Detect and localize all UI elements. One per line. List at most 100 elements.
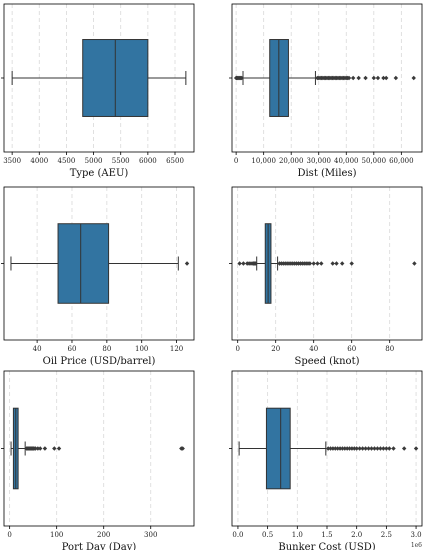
x-tick-label: 30,000: [306, 157, 331, 165]
outlier-point-12: [354, 446, 359, 451]
outlier-point-19: [375, 446, 380, 451]
outlier-point-1: [328, 446, 333, 451]
outlier-point-3: [333, 446, 338, 451]
x-axis-label: Dist (Miles): [297, 168, 356, 179]
x-axis-label: Speed (knot): [294, 356, 359, 367]
x-tick-label: 3.0: [410, 531, 421, 539]
x-tick-label: 2.0: [351, 531, 362, 539]
outlier-point-14: [360, 446, 365, 451]
x-tick-label: 60: [347, 345, 356, 353]
outlier-point-15: [363, 446, 368, 451]
x-tick-label: 4500: [58, 157, 76, 165]
outlier-point-32: [349, 261, 354, 266]
x-tick-label: 120: [170, 345, 183, 353]
outlier-point-24: [391, 446, 396, 451]
x-tick-label: 300: [144, 531, 157, 539]
outlier-point-30: [346, 75, 352, 81]
outlier-point-8: [253, 261, 258, 266]
outlier-point-31: [340, 261, 345, 266]
outlier-point-25: [401, 446, 407, 451]
x-tick-label: 40: [309, 345, 318, 353]
x-axis-label: Oil Price (USD/barrel): [43, 356, 156, 367]
outlier-point-13: [52, 446, 57, 451]
outlier-point-33: [363, 75, 368, 81]
outlier-point-14: [56, 446, 62, 451]
box-panel-3: 0 20 40 60 80 Speed (knot): [229, 186, 423, 367]
x-tick-label: 100: [50, 531, 63, 539]
outlier-point-10: [35, 446, 41, 451]
x-tick-label: 5000: [85, 157, 103, 165]
outlier-point-7: [342, 446, 348, 451]
outlier-point-22: [384, 446, 389, 451]
outlier-point-2: [330, 446, 336, 451]
outlier-point-10: [349, 446, 355, 451]
outlier-point-29: [330, 261, 335, 266]
outlier-point-25: [307, 261, 313, 266]
x-tick-label: 20,000: [279, 157, 304, 165]
outlier-point-11: [38, 446, 43, 451]
box-panel-0: 3500 4000 4500 5000 5500 6000 6500 Type (AEU): [1, 3, 195, 179]
outlier-point-6: [340, 446, 345, 451]
box-panel-5: 0.0 0.5 1.0 1.5 2.0 2.5 3.0 Bunker Cost (USD) 1e…: [229, 370, 423, 550]
outlier-point-0: [184, 261, 190, 266]
outlier-point-38: [393, 75, 399, 81]
x-tick-label: 80: [385, 345, 394, 353]
outlier-point-11: [352, 446, 357, 451]
x-tick-label: 1.5: [321, 531, 332, 539]
outlier-point-21: [381, 446, 386, 451]
x-tick-label: 0: [234, 157, 238, 165]
x-tick-label: 1.0: [292, 531, 303, 539]
x-tick-label: 0.0: [232, 531, 243, 539]
outlier-point-16: [180, 446, 185, 451]
outlier-point-0: [325, 446, 331, 451]
outlier-point-12: [42, 446, 48, 451]
x-offset-label: 1e6: [411, 542, 422, 549]
outlier-point-9: [347, 446, 352, 451]
outlier-point-20: [378, 446, 383, 451]
x-tick-label: 10,000: [251, 157, 276, 165]
x-tick-label: 0.5: [262, 531, 273, 539]
outlier-point-1: [241, 261, 246, 266]
x-tick-label: 6500: [166, 157, 184, 165]
x-axis-label: Bunker Cost (USD): [278, 542, 375, 550]
x-tick-label: 60: [68, 345, 77, 353]
x-tick-label: 200: [97, 531, 110, 539]
outlier-point-28: [319, 261, 324, 266]
outlier-point-39: [411, 75, 416, 81]
iqr-box: [265, 407, 291, 490]
outlier-point-37: [384, 75, 389, 81]
x-tick-label: 60,000: [389, 157, 414, 165]
outlier-point-17: [369, 446, 374, 451]
outlier-point-9: [33, 446, 38, 451]
x-tick-label: 6000: [139, 157, 157, 165]
box-panel-1: 0 10,000 20,000 30,000 40,000 50,000 60,000 Dis…: [229, 3, 423, 179]
outlier-point-32: [356, 75, 361, 81]
outlier-point-23: [387, 446, 392, 451]
x-tick-label: 5500: [112, 157, 130, 165]
x-tick-label: 50,000: [362, 157, 387, 165]
outlier-point-26: [413, 446, 419, 451]
outlier-point-34: [371, 75, 377, 81]
iqr-box: [57, 223, 110, 304]
box-panel-2: 40 60 80 100 120 Oil Price (USD/barrel): [1, 186, 195, 367]
outlier-point-18: [372, 446, 377, 451]
outlier-point-8: [344, 446, 350, 451]
x-tick-label: 2.5: [381, 531, 392, 539]
outlier-point-6: [239, 75, 244, 81]
outlier-point-33: [412, 261, 417, 266]
x-axis-label: Port Day (Day): [62, 542, 137, 550]
x-tick-label: 40: [33, 345, 42, 353]
x-tick-label: 0: [7, 531, 11, 539]
outlier-point-13: [357, 446, 362, 451]
outlier-point-27: [315, 261, 320, 266]
outlier-point-5: [337, 446, 343, 451]
x-tick-label: 80: [102, 345, 111, 353]
outlier-point-16: [366, 446, 371, 451]
outlier-point-30: [334, 261, 339, 266]
outlier-point-26: [311, 261, 316, 266]
x-tick-label: 100: [135, 345, 148, 353]
x-tick-label: 40,000: [334, 157, 359, 165]
outlier-point-31: [350, 75, 356, 81]
outlier-point-35: [375, 75, 381, 81]
